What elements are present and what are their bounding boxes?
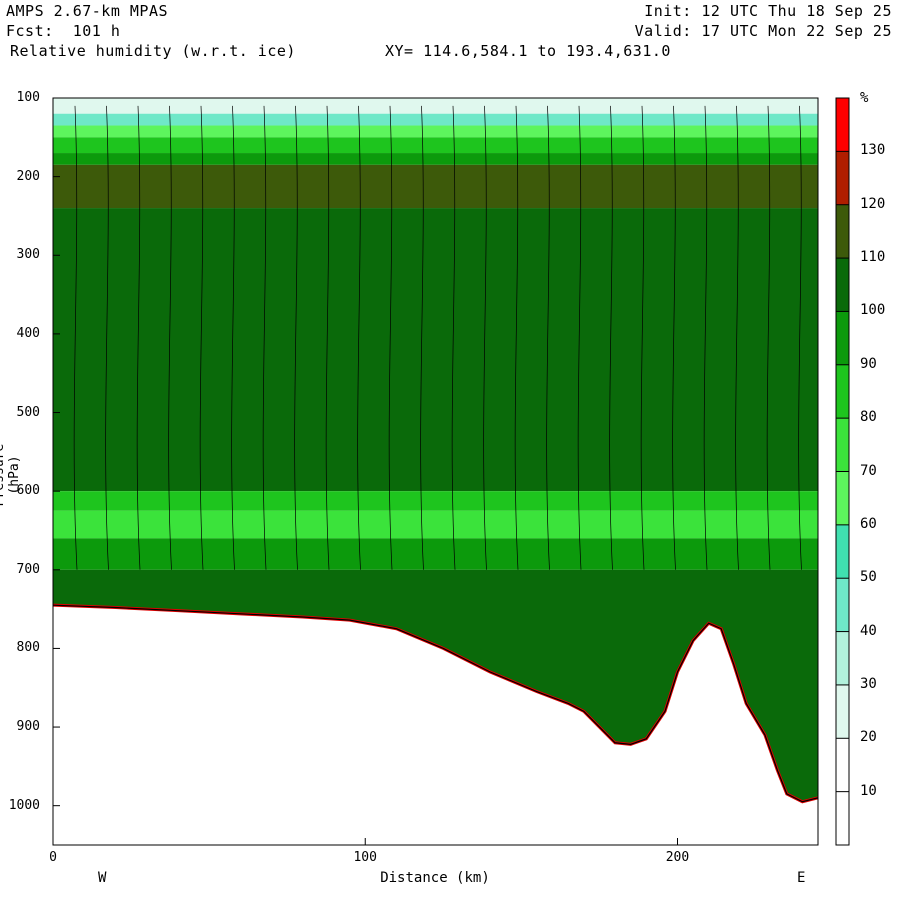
wind-barb-staff: [105, 105, 109, 570]
colorbar-tick-label: 20: [860, 729, 877, 746]
colorbar-tick-label: 50: [860, 569, 877, 586]
wind-barb-staff: [231, 105, 235, 570]
y-ticks: [53, 97, 60, 807]
wind-barb-staff: [451, 105, 456, 570]
y-tick-label: 300: [16, 247, 40, 263]
wind-barb-staff: [766, 105, 771, 570]
wind-barb-staff: [294, 105, 298, 570]
colorbar-tick-label: 110: [860, 249, 886, 266]
wind-barb-staff: [199, 105, 204, 570]
wind-barb-staff: [136, 105, 141, 570]
wind-barb-staff: [262, 105, 267, 570]
y-tick-label: 600: [16, 483, 40, 499]
colorbar-swatch: [836, 418, 849, 472]
y-tick-label: 500: [16, 404, 40, 420]
colorbar-tick-label: 30: [860, 675, 877, 692]
wind-barb-staff: [514, 105, 519, 570]
rh-layer: [53, 113, 818, 126]
x-axis-label: Distance (km): [380, 870, 490, 886]
init-time: Init: 12 UTC Thu 18 Sep 25: [644, 2, 892, 20]
colorbar-tick-label: 60: [860, 515, 877, 532]
valid-time: Valid: 17 UTC Mon 22 Sep 25: [634, 22, 892, 40]
colorbar-swatch: [836, 631, 849, 685]
y-axis-label: Pressure (hPa): [0, 443, 22, 507]
colorbar-swatch: [836, 684, 849, 739]
colorbar-swatch: [836, 151, 849, 205]
colorbar-tick-label: 40: [860, 622, 877, 639]
wind-barb-staff: [798, 105, 802, 570]
rh-layer: [53, 510, 818, 539]
wind-barbs: [73, 105, 833, 570]
terrain-fill: [53, 605, 818, 845]
wind-barb-staff: [830, 106, 833, 570]
colorbar-tick-label: 90: [860, 355, 877, 372]
model-title: AMPS 2.67-km MPAS: [6, 2, 169, 20]
y-tick-label: 1000: [8, 797, 40, 813]
x-ticks: [52, 838, 678, 845]
colorbar-swatch: [836, 311, 849, 365]
rh-layer: [53, 125, 818, 138]
rh-layer: [53, 98, 818, 114]
y-tick-label: 100: [16, 90, 40, 105]
wind-barb-staff: [325, 105, 330, 570]
rh-layer: [53, 153, 818, 165]
wind-barb-staff: [735, 105, 739, 570]
rh-layer: [53, 208, 818, 492]
x-tick-label: 100: [353, 850, 377, 865]
terrain-outline: [53, 604, 818, 803]
wind-barb-staff: [168, 105, 172, 570]
terrain: [53, 603, 818, 845]
colorbar-swatch: [836, 364, 849, 419]
colorbar-unit: %: [860, 90, 869, 106]
wind-barb-staff: [640, 105, 645, 570]
y-tick-label: 700: [16, 561, 40, 577]
wind-barb-staff: [672, 105, 676, 570]
colorbar-swatch: [836, 791, 849, 845]
y-tick-label: 400: [16, 325, 40, 341]
rh-layer: [53, 164, 818, 209]
colorbar-tick-label: 80: [860, 409, 877, 426]
y-tick-label: 800: [16, 640, 40, 656]
wind-barb-staff: [388, 105, 393, 570]
rh-layer: [53, 137, 818, 154]
x-left-end-label: W: [98, 870, 107, 886]
forecast-hour: Fcst: 101 h: [6, 22, 121, 40]
colorbar-swatch: [836, 524, 849, 579]
x-right-end-label: E: [797, 870, 806, 886]
wind-barb-staff: [483, 105, 487, 570]
colorbar-tick-label: 10: [860, 782, 877, 799]
wind-barb-staff: [546, 105, 550, 570]
colorbar-swatch: [836, 738, 849, 792]
colorbar: [835, 97, 850, 846]
colorbar-swatch: [836, 578, 849, 632]
rh-layer: [53, 491, 818, 511]
wind-barb-staff: [73, 105, 78, 570]
wind-barb-staff: [703, 105, 708, 570]
xy-range: XY= 114.6,584.1 to 193.4,631.0: [385, 42, 671, 60]
colorbar-tick-label: 70: [860, 462, 877, 479]
colorbar-swatch: [836, 471, 849, 525]
x-tick-label: 0: [49, 850, 57, 865]
colorbar-tick-label: 100: [860, 302, 886, 319]
colorbar-swatch: [836, 98, 849, 152]
y-tick-label: 200: [16, 168, 40, 184]
y-tick-label: 900: [16, 719, 40, 735]
colorbar-tick-label: 130: [860, 142, 886, 159]
x-tick-label: 200: [665, 850, 690, 865]
plot-frame: [52, 97, 819, 846]
rh-layer: [53, 538, 818, 570]
wind-barb-staff: [420, 105, 424, 570]
wind-barb-staff: [577, 105, 582, 570]
colorbar-tick-label: 120: [860, 195, 886, 212]
field-title: Relative humidity (w.r.t. ice): [10, 42, 296, 60]
colorbar-swatch: [836, 258, 849, 312]
wind-barb-staff: [609, 105, 613, 570]
wind-barb-staff: [357, 105, 361, 570]
colorbar-swatch: [836, 204, 849, 259]
